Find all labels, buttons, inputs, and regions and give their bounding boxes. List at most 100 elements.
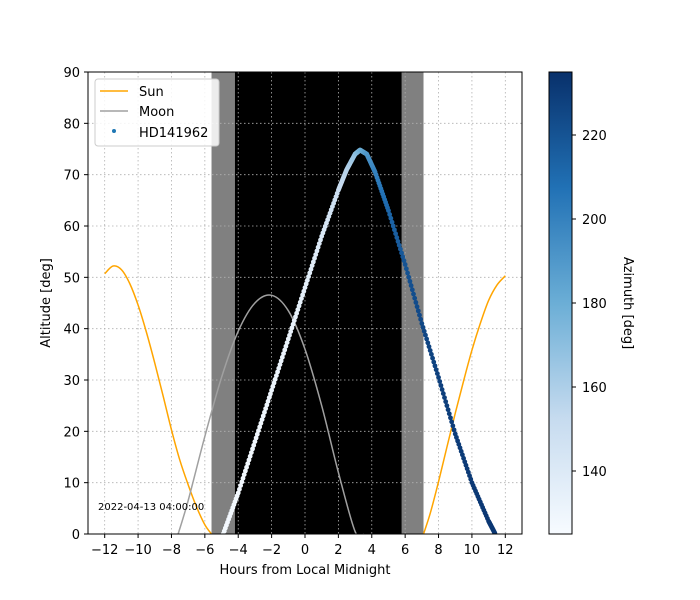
legend-moon-label: Moon [139,105,174,120]
target-point [262,409,267,415]
target-point [281,351,286,356]
target-point [316,241,322,247]
target-point [283,343,289,349]
target-point [449,419,455,425]
target-point [438,383,444,388]
y-tick-label: 80 [63,117,80,132]
x-tick-label: 2 [334,543,342,558]
target-point [308,266,314,272]
colorbar-tick-label: 220 [582,129,607,144]
target-point [417,312,422,318]
target-point [421,328,427,334]
target-point [437,379,443,384]
target-point [300,292,306,298]
target-point [299,296,304,301]
target-point [418,316,424,322]
target-point [287,332,292,338]
twilight-band [211,72,235,534]
target-point [445,407,451,413]
target-point [312,255,317,261]
x-tick-label: 4 [368,543,376,558]
target-point [388,215,394,221]
target-point [288,329,294,334]
target-point [254,431,260,437]
target-point [266,395,272,400]
colorbar-tick-label: 160 [582,381,607,396]
target-point [401,258,407,264]
target-point [393,231,399,237]
series-layer [104,147,506,534]
target-point [424,336,430,342]
target-point [270,384,276,389]
x-tick-label: −10 [124,543,151,558]
target-point [246,457,252,463]
x-tick-label: −12 [91,543,118,558]
target-point [426,344,432,350]
target-point [242,468,248,474]
target-point [434,371,440,376]
target-point [313,252,319,257]
y-axis-label: Altitude [deg] [39,258,54,348]
y-tick-label: 20 [63,425,80,440]
target-point [260,413,266,419]
target-point [397,246,403,252]
target-point [451,427,457,433]
x-tick-label: 10 [464,543,481,558]
colorbar-label: Azimuth [deg] [620,257,635,349]
night-band [234,72,402,534]
target-point [259,417,265,422]
y-tick-label: 40 [63,323,80,338]
x-tick-label: 12 [497,543,514,558]
target-point [430,355,435,361]
target-point [264,402,270,408]
y-tick-label: 70 [63,169,80,184]
sun-altitude-line-evening [422,275,506,534]
y-tick-label: 90 [63,66,80,81]
target-point [427,348,433,353]
target-point [295,307,301,312]
x-tick-label: −6 [195,543,214,558]
target-point [387,212,393,217]
target-point [414,304,420,310]
target-point [297,299,303,305]
target-point [390,223,396,229]
target-point [444,403,450,409]
x-axis-ticks: −12 −10 −8 −6 −4 −2 0 2 4 6 8 10 12 [91,534,514,558]
target-point [415,308,421,314]
y-tick-label: 60 [63,220,80,235]
target-point [241,472,247,477]
target-point [294,310,300,316]
target-point [268,391,273,397]
target-point [304,277,310,283]
target-point [425,340,431,346]
target-point [439,387,445,392]
target-point [399,250,404,256]
target-point [237,486,242,492]
target-point [293,314,298,320]
target-point [302,285,308,290]
sun-altitude-line [104,265,213,534]
target-point [247,453,253,459]
legend: Sun Moon HD141962 [94,78,220,147]
x-tick-label: 0 [301,543,309,558]
target-point [405,270,410,276]
target-point [235,490,241,496]
x-tick-label: −8 [162,543,181,558]
legend-sun-label: Sun [139,85,164,100]
target-point [290,321,296,327]
target-point [407,278,413,284]
target-point [442,395,447,400]
target-point [296,303,302,309]
target-point [406,274,412,280]
legend-target-label: HD141962 [139,126,208,141]
target-point [394,235,400,240]
colorbar-tick-label: 140 [582,465,607,480]
target-point [392,227,397,233]
target-point [420,324,426,330]
target-point [257,424,263,430]
target-point [284,340,290,345]
target-point [396,242,402,248]
target-point [239,479,245,485]
colorbar [548,71,573,535]
target-point [265,398,271,404]
